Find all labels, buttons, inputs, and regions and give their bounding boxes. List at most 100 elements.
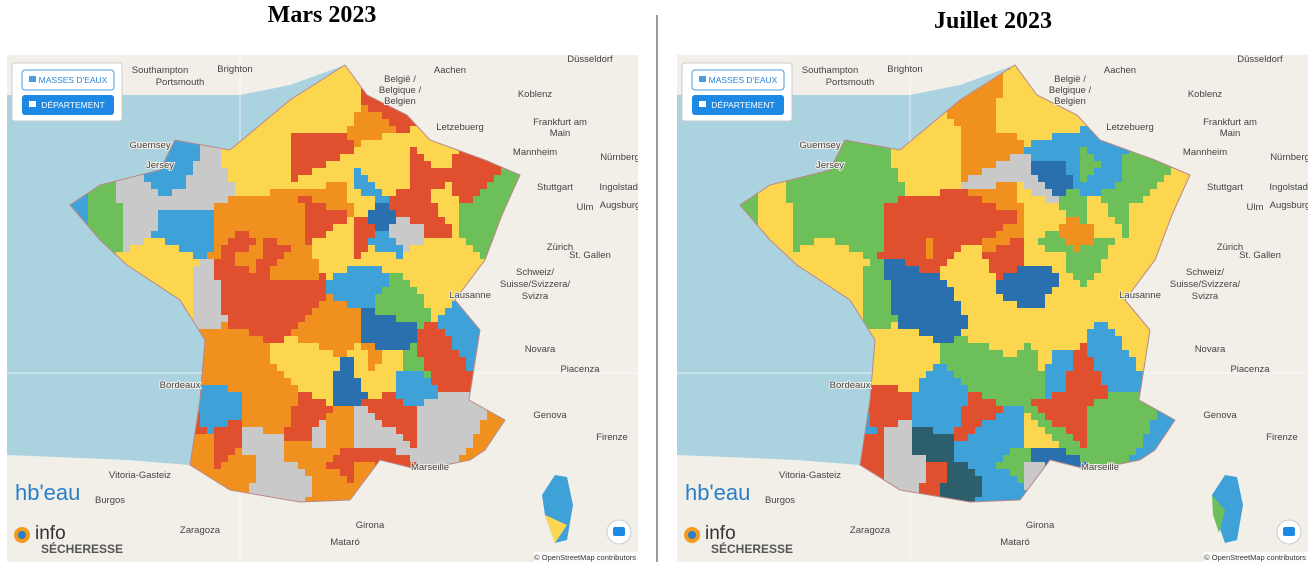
- department: [410, 343, 418, 351]
- department: [291, 427, 299, 435]
- department: [772, 217, 780, 225]
- department: [758, 217, 766, 225]
- department: [417, 420, 425, 428]
- department: [249, 448, 257, 456]
- department: [361, 385, 369, 393]
- department: [445, 392, 453, 400]
- department: [354, 294, 362, 302]
- department: [207, 161, 215, 169]
- department: [410, 287, 418, 295]
- department: [445, 231, 453, 239]
- department: [137, 252, 145, 260]
- department: [284, 189, 292, 197]
- department: [431, 329, 439, 337]
- department: [389, 112, 397, 120]
- department: [758, 210, 766, 218]
- department: [347, 231, 355, 239]
- department: [340, 266, 348, 274]
- department: [326, 406, 334, 414]
- department: [396, 371, 404, 379]
- department: [242, 434, 250, 442]
- department: [298, 385, 306, 393]
- department: [445, 434, 453, 442]
- department: [347, 413, 355, 421]
- city-label: Koblenz: [518, 89, 553, 100]
- department: [368, 378, 376, 386]
- department: [354, 91, 362, 99]
- department: [445, 224, 453, 232]
- department: [277, 154, 285, 162]
- department: [88, 210, 96, 218]
- department: [298, 476, 306, 484]
- department: [438, 315, 446, 323]
- department: [298, 273, 306, 281]
- department: [368, 343, 376, 351]
- department: [459, 224, 467, 232]
- department: [340, 161, 348, 169]
- department: [284, 315, 292, 323]
- department: [333, 385, 341, 393]
- department: [494, 189, 502, 197]
- department: [312, 399, 320, 407]
- city-label: St. Gallen: [569, 250, 611, 261]
- department: [242, 189, 250, 197]
- department: [779, 224, 787, 232]
- department: [144, 210, 152, 218]
- department: [487, 231, 495, 239]
- department: [347, 210, 355, 218]
- department: [319, 182, 327, 190]
- department: [368, 266, 376, 274]
- department: [284, 385, 292, 393]
- department: [445, 259, 453, 267]
- department: [263, 462, 271, 470]
- department: [480, 406, 488, 414]
- department: [284, 441, 292, 449]
- department: [424, 448, 432, 456]
- department: [228, 343, 236, 351]
- department: [221, 448, 229, 456]
- department: [445, 378, 453, 386]
- sea: [7, 65, 345, 465]
- department: [431, 252, 439, 260]
- department: [807, 238, 815, 246]
- department: [319, 350, 327, 358]
- department: [284, 224, 292, 232]
- city-label: Belgien: [384, 96, 416, 107]
- department: [452, 420, 460, 428]
- department: [312, 490, 320, 498]
- button-label: DÉPARTEMENT: [41, 100, 104, 110]
- department: [312, 413, 320, 421]
- department: [354, 329, 362, 337]
- department: [417, 287, 425, 295]
- department: [368, 245, 376, 253]
- department: [354, 217, 362, 225]
- button[interactable]: [22, 95, 114, 115]
- department: [424, 350, 432, 358]
- department: [312, 140, 320, 148]
- department: [207, 259, 215, 267]
- department: [207, 371, 215, 379]
- department: [305, 336, 313, 344]
- department: [305, 490, 313, 498]
- department: [270, 357, 278, 365]
- department: [368, 294, 376, 302]
- department: [452, 301, 460, 309]
- department: [333, 399, 341, 407]
- department: [284, 238, 292, 246]
- department: [340, 287, 348, 295]
- department: [361, 469, 369, 477]
- department: [284, 182, 292, 190]
- department: [354, 245, 362, 253]
- department: [382, 231, 390, 239]
- department: [235, 448, 243, 456]
- department: [326, 385, 334, 393]
- department: [102, 203, 110, 211]
- department: [298, 189, 306, 197]
- department: [340, 329, 348, 337]
- button[interactable]: [21, 69, 115, 91]
- department: [459, 245, 467, 253]
- department: [368, 455, 376, 463]
- department: [242, 469, 250, 477]
- department: [242, 420, 250, 428]
- department: [256, 483, 264, 491]
